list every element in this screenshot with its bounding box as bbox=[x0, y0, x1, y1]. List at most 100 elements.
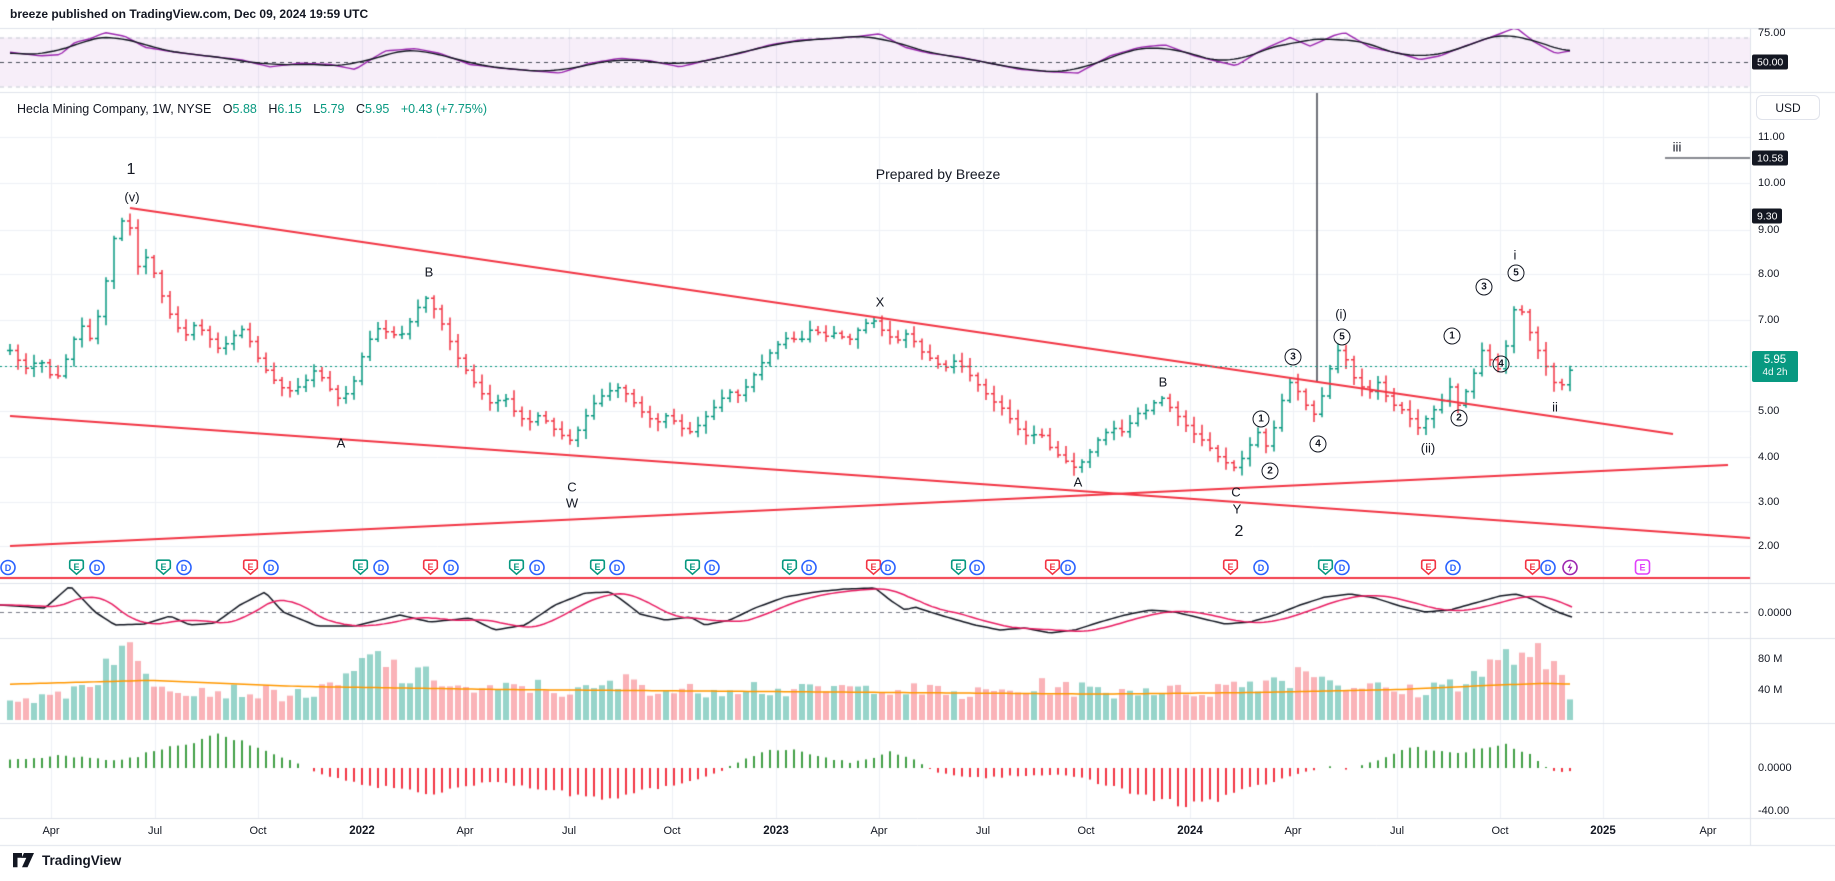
svg-text:D: D bbox=[709, 563, 716, 573]
earnings-badge[interactable]: E bbox=[508, 558, 525, 576]
ohlc-high-value: 6.15 bbox=[277, 102, 302, 116]
earnings-badge[interactable]: E bbox=[1524, 558, 1541, 576]
dividend-badge[interactable]: D bbox=[373, 558, 390, 576]
wave-label[interactable]: W bbox=[565, 495, 579, 511]
wave-label[interactable]: C bbox=[1231, 484, 1241, 500]
svg-text:D: D bbox=[885, 563, 892, 573]
earnings-badge[interactable]: E bbox=[1044, 558, 1061, 576]
bolt-badge[interactable] bbox=[1562, 558, 1579, 576]
price-line-badge: 50.00 bbox=[1752, 54, 1789, 70]
wave-label-circled[interactable]: 4 bbox=[1492, 355, 1510, 373]
dividend-badge[interactable]: D bbox=[1540, 558, 1557, 576]
svg-text:D: D bbox=[5, 563, 12, 573]
dividend-badge[interactable]: D bbox=[704, 558, 721, 576]
wave-label[interactable]: B bbox=[424, 264, 434, 280]
dividend-badge[interactable]: D bbox=[801, 558, 818, 576]
tradingview-brand[interactable]: TradingView bbox=[42, 853, 122, 868]
earnings-badge[interactable]: E bbox=[68, 558, 85, 576]
wave-label[interactable]: i bbox=[1513, 247, 1517, 263]
earnings-badge[interactable]: E bbox=[1420, 558, 1437, 576]
dividend-badge[interactable]: D bbox=[609, 558, 626, 576]
future-earnings-badge[interactable]: E bbox=[1634, 558, 1651, 576]
wave-label[interactable]: ii bbox=[1552, 399, 1558, 415]
wave-label[interactable]: A bbox=[1073, 474, 1083, 490]
time-axis-month: Apr bbox=[1699, 825, 1717, 837]
wave-label-circled[interactable]: 5 bbox=[1507, 264, 1525, 282]
dividend-badge[interactable]: D bbox=[1445, 558, 1462, 576]
wave-label-circled[interactable]: 3 bbox=[1284, 348, 1302, 366]
wave-label-circled[interactable]: 2 bbox=[1450, 409, 1468, 427]
wave-label[interactable]: (i) bbox=[1335, 306, 1347, 322]
wave-label[interactable]: C bbox=[567, 479, 577, 495]
earnings-badge[interactable]: E bbox=[1222, 558, 1239, 576]
svg-text:E: E bbox=[689, 562, 695, 572]
svg-text:D: D bbox=[94, 563, 101, 573]
time-axis-year: 2025 bbox=[1590, 825, 1616, 837]
earnings-badge[interactable]: E bbox=[950, 558, 967, 576]
price-scale-tick: 7.00 bbox=[1758, 314, 1780, 326]
dividend-badge[interactable]: D bbox=[263, 558, 280, 576]
earnings-badge[interactable]: E bbox=[155, 558, 172, 576]
dividend-badge[interactable]: D bbox=[176, 558, 193, 576]
wave-label[interactable]: iii bbox=[1672, 139, 1682, 155]
dividend-badge[interactable]: D bbox=[1334, 558, 1351, 576]
price-scale-tick: 5.00 bbox=[1758, 405, 1780, 417]
earnings-badge[interactable]: E bbox=[684, 558, 701, 576]
wave-label[interactable]: 2 bbox=[1234, 523, 1244, 540]
dividend-badge[interactable]: D bbox=[443, 558, 460, 576]
dividend-badge[interactable]: D bbox=[880, 558, 897, 576]
time-axis-year: 2024 bbox=[1177, 825, 1203, 837]
wave-label[interactable]: (ii) bbox=[1420, 440, 1436, 456]
svg-text:E: E bbox=[1227, 562, 1233, 572]
time-axis-month: Jul bbox=[147, 825, 163, 837]
earnings-badge[interactable]: E bbox=[1317, 558, 1334, 576]
tradingview-logo-icon[interactable] bbox=[13, 853, 35, 868]
dividend-badge[interactable]: D bbox=[529, 558, 546, 576]
time-axis-month: Oct bbox=[249, 825, 267, 837]
wave-label-circled[interactable]: 4 bbox=[1309, 435, 1327, 453]
wave-label[interactable]: Y bbox=[1232, 501, 1242, 517]
earnings-badge[interactable]: E bbox=[422, 558, 439, 576]
svg-text:E: E bbox=[955, 562, 961, 572]
macd-scale-tick: 0.0000 bbox=[1758, 607, 1792, 619]
svg-text:D: D bbox=[806, 563, 813, 573]
currency-button[interactable]: USD bbox=[1756, 95, 1820, 120]
ohlc-close-label: C bbox=[355, 102, 366, 116]
dividend-badge[interactable]: D bbox=[969, 558, 986, 576]
price-scale-tick: 4.00 bbox=[1758, 451, 1780, 463]
earnings-badge[interactable]: E bbox=[781, 558, 798, 576]
wave-label[interactable]: A bbox=[336, 435, 346, 451]
rsi-scale-tick: 75.00 bbox=[1758, 27, 1786, 39]
wave-label-circled[interactable]: 1 bbox=[1443, 327, 1461, 345]
publish-caption: breeze published on TradingView.com, Dec… bbox=[10, 7, 369, 21]
wave-label[interactable]: B bbox=[1158, 374, 1168, 390]
symbol-title[interactable]: Hecla Mining Company, 1W, NYSE bbox=[17, 102, 212, 116]
svg-text:D: D bbox=[1258, 563, 1265, 573]
dividend-badge[interactable]: D bbox=[89, 558, 106, 576]
earnings-badge[interactable]: E bbox=[589, 558, 606, 576]
earnings-badge[interactable]: E bbox=[242, 558, 259, 576]
svg-text:D: D bbox=[181, 563, 188, 573]
time-axis-month: Apr bbox=[870, 825, 888, 837]
svg-text:D: D bbox=[448, 563, 455, 573]
svg-text:D: D bbox=[1545, 563, 1552, 573]
wave-label[interactable]: 1 bbox=[126, 161, 136, 178]
dividend-badge[interactable]: D bbox=[0, 558, 17, 576]
wave-label-circled[interactable]: 2 bbox=[1261, 462, 1279, 480]
earnings-badge[interactable]: E bbox=[865, 558, 882, 576]
earnings-badge[interactable]: E bbox=[352, 558, 369, 576]
wave-label[interactable]: (v) bbox=[124, 189, 140, 205]
wave-label-circled[interactable]: 1 bbox=[1252, 410, 1270, 428]
wave-label[interactable]: X bbox=[875, 294, 885, 310]
svg-text:E: E bbox=[357, 562, 363, 572]
symbol-legend[interactable]: Hecla Mining Company, 1W, NYSE O5.88 H6.… bbox=[17, 102, 487, 116]
wave-label-circled[interactable]: 3 bbox=[1475, 278, 1493, 296]
price-scale-tick: 9.00 bbox=[1758, 224, 1780, 236]
svg-text:D: D bbox=[268, 563, 275, 573]
dividend-badge[interactable]: D bbox=[1253, 558, 1270, 576]
wave-label-circled[interactable]: 5 bbox=[1333, 328, 1351, 346]
current-price-badge[interactable]: 5.95 4d 2h bbox=[1752, 351, 1798, 382]
dividend-badge[interactable]: D bbox=[1060, 558, 1077, 576]
